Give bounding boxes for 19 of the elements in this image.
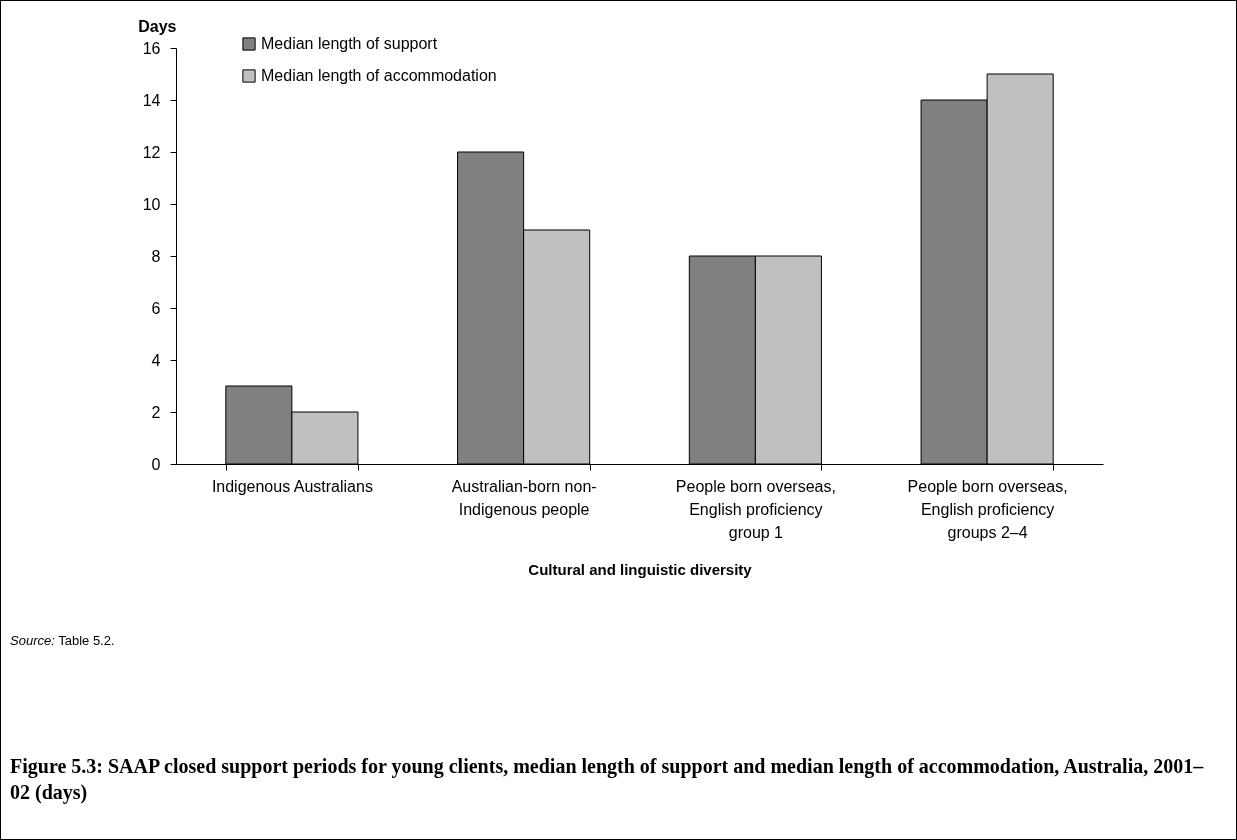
y-tick-label: 0 (151, 455, 161, 473)
source-note: Source: Table 5.2. (10, 633, 115, 648)
y-tick-label: 16 (142, 39, 161, 57)
y-tick-label: 12 (142, 143, 161, 161)
y-tick-label: 8 (151, 247, 161, 265)
y-tick-label: 4 (151, 351, 161, 369)
y-tick-label: 10 (142, 195, 161, 213)
x-tick-label: Indigenous Australians (211, 477, 373, 495)
y-tick-label: 2 (151, 403, 161, 421)
text: Figure 5.3: SAAP closed support periods for young clients, median length of support and median length of accommodation, Australia, 2001–02 (days) (10, 754, 1205, 805)
y-tick-label: 14 (142, 91, 161, 109)
x-tick-label: People born overseas, English proficiency group 1 (675, 477, 836, 541)
x-tick-label: People born overseas, English proficiency groups 2–4 (907, 477, 1068, 541)
x-tick-label: Australian-born non-Indigenous people (451, 477, 597, 518)
y-tick-label: 6 (151, 299, 161, 317)
legend-label: Median length of support (261, 35, 438, 52)
x-axis-title: Cultural and linguistic diversity (528, 560, 753, 578)
y-axis-title: Days (138, 17, 177, 35)
legend-label: Median length of accommodation (261, 67, 497, 84)
